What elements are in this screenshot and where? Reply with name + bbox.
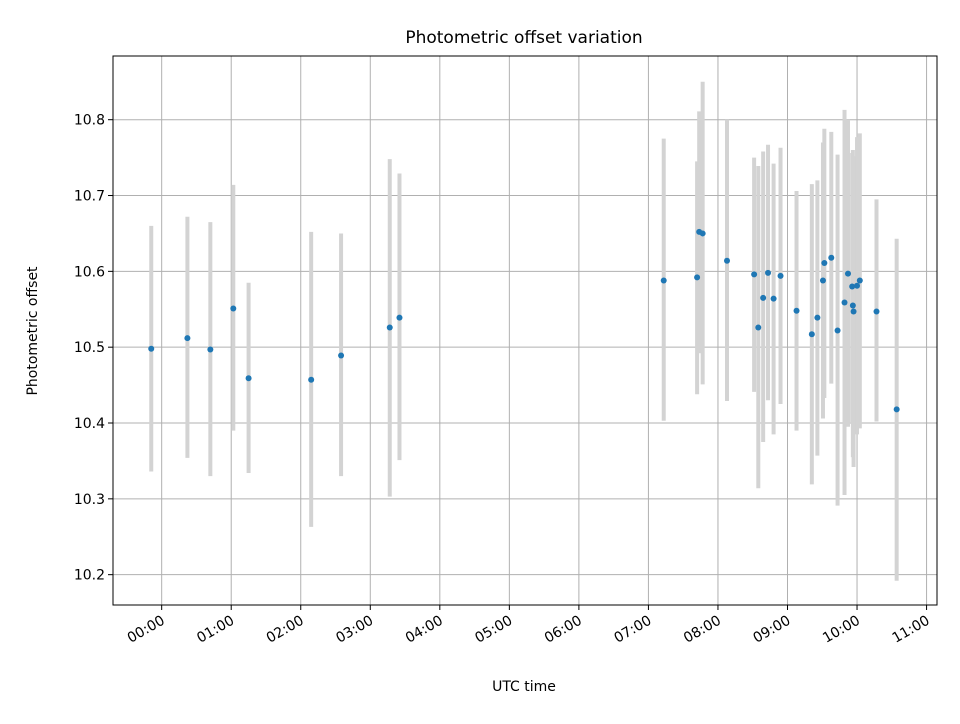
data-points [148,228,900,413]
data-point [386,324,393,331]
data-point [660,277,667,284]
data-point [751,271,758,278]
data-point [760,294,767,301]
y-tick-label: 10.2 [74,568,105,584]
plot-frame [112,55,938,606]
data-point [893,406,900,413]
data-point [828,254,835,261]
data-point [308,376,315,383]
data-point [808,331,815,338]
data-point [850,308,857,315]
data-point [724,257,731,264]
data-point [849,283,856,290]
data-point [854,282,861,289]
data-point [755,324,762,331]
data-point [834,327,841,334]
y-tick-label: 10.4 [74,416,105,432]
chart-title: Photometric offset variation [405,28,642,48]
data-point [841,299,848,306]
y-tick-label: 10.7 [74,189,105,205]
data-point [338,352,345,359]
y-axis-ticks: 10.2 10.3 10.4 10.5 10.6 10.7 10.8 [74,113,113,584]
data-point [777,272,784,279]
data-point [694,274,701,281]
data-point [396,314,403,321]
y-tick-label: 10.5 [74,340,105,356]
data-point [844,270,851,277]
data-point [793,307,800,314]
data-point [230,305,237,312]
data-point [699,230,706,237]
data-point [873,308,880,315]
y-tick-label: 10.8 [74,113,105,129]
data-point [856,277,863,284]
data-point [148,345,155,352]
data-point [821,260,828,267]
y-tick-label: 10.6 [74,264,105,280]
data-point [765,269,772,276]
data-point [814,314,821,321]
data-point [770,295,777,302]
y-tick-label: 10.3 [74,492,105,508]
data-point [245,375,252,382]
x-axis-label: UTC time [492,679,556,695]
data-point [184,335,191,342]
data-point [819,277,826,284]
data-point [849,302,856,309]
data-point [207,346,214,353]
y-axis-label: Photometric offset [25,266,41,396]
